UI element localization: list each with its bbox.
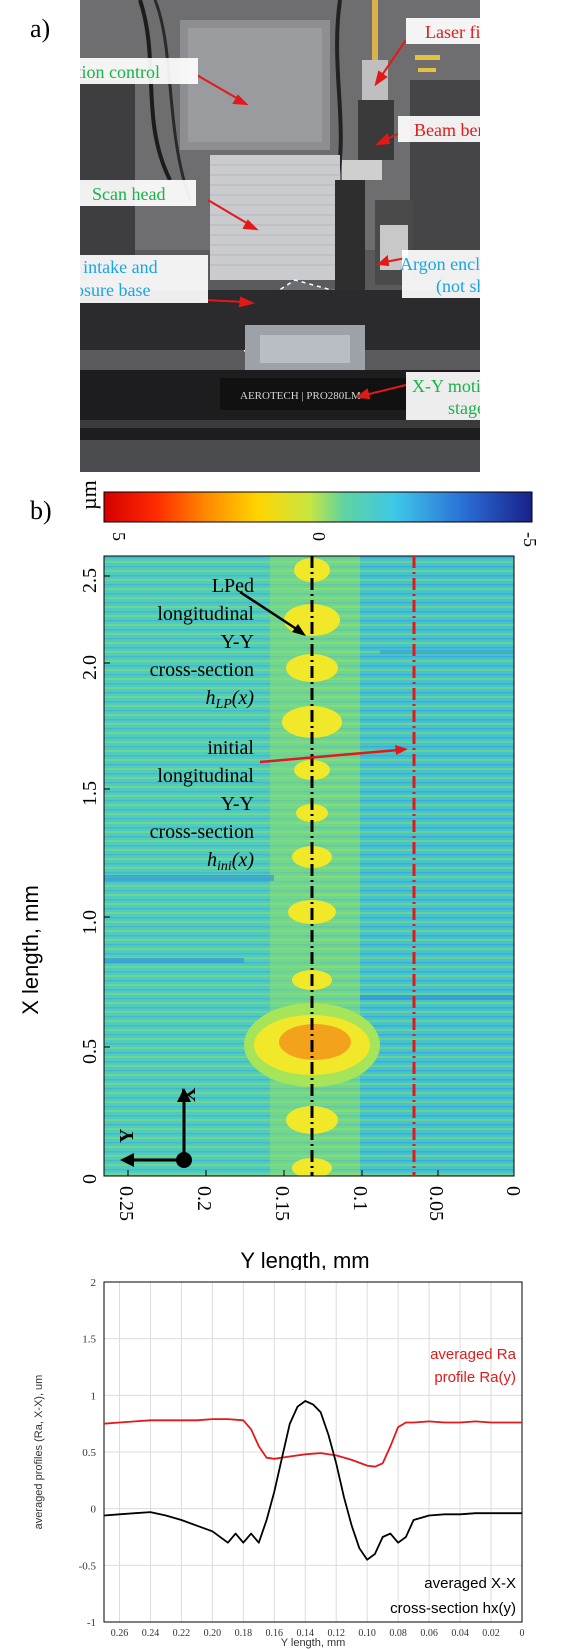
lped-line-2: longitudinal: [157, 603, 254, 625]
label-laser-fiber: Laser fiber: [425, 22, 480, 42]
panel-b-label: b): [30, 496, 52, 525]
ini-line-4: cross-section: [150, 821, 254, 843]
map-xtick-4: 0.05: [425, 1186, 447, 1221]
y-tick-label: 0.5: [82, 1447, 96, 1459]
x-tick-label: 0.10: [358, 1628, 376, 1639]
colorbar-tick-0: 5: [109, 532, 129, 541]
ini-line-3: Y-Y: [221, 793, 254, 815]
map-ytick-5: 2.5: [79, 568, 101, 593]
map-xtick-1: 0.2: [193, 1186, 215, 1211]
label-argon-intake-2: enclosure base: [80, 280, 150, 300]
map-xtick-5: 0: [502, 1186, 524, 1196]
annotation-ra-1: averaged Ra: [430, 1346, 517, 1363]
label-beam-bender: Beam bender: [414, 120, 480, 140]
colorbar-tick-2: -5: [520, 532, 540, 547]
chart-grid: [104, 1281, 523, 1623]
x-tick-label: 0.20: [204, 1628, 222, 1639]
setup-photo-drawing: AEROTECH | PRO280LM Laser fiber Z motion…: [80, 0, 480, 472]
annotation-hx-1: averaged X-X: [424, 1575, 516, 1592]
label-argon-intake-1: Argon intake and: [80, 257, 158, 277]
colorbar: [103, 491, 533, 523]
colorbar-unit: µm: [76, 480, 101, 510]
lped-line-5: hLP(x): [205, 687, 254, 712]
x-tick-label: 0.08: [389, 1628, 407, 1639]
lped-annotation: LPed longitudinal Y-Y cross-section hLP(…: [150, 575, 255, 712]
y-tick-label: -1: [87, 1617, 96, 1629]
map-xtick-2: 0.15: [271, 1186, 293, 1221]
map-ytick-1: 0.5: [79, 1039, 101, 1064]
stage-brand: AEROTECH | PRO280LM: [240, 390, 361, 402]
colorbar-tick-1: 0: [309, 532, 329, 541]
initial-arrow: [259, 748, 399, 764]
map-xlabel: Y length, mm: [240, 1248, 369, 1270]
x-tick-label: 0.12: [327, 1628, 345, 1639]
ini-line-1: initial: [207, 737, 254, 759]
y-tick-label: -0.5: [79, 1560, 97, 1572]
chart-ylabel: averaged profiles (Ra, X-X), um: [33, 1375, 45, 1530]
profile-chart: -1 -0.5 0 0.5 1 1.5 2 0.26 0.24 0.22 0.20 0.18 0.16 0…: [33, 1277, 525, 1649]
chart-xlabel: Y length, mm: [281, 1637, 346, 1649]
lped-line-3: Y-Y: [221, 631, 254, 653]
lped-line-4: cross-section: [150, 659, 254, 681]
annotation-ra-2: profile Ra(y): [434, 1369, 516, 1386]
map-ytick-4: 2.0: [79, 655, 101, 680]
surface-map-figure: µm 5 0 -5: [18, 480, 540, 1270]
setup-photo: AEROTECH | PRO280LM Laser fiber Z motion…: [80, 0, 480, 472]
label-xy-stage-1: X-Y motion: [412, 376, 480, 396]
label-scan-head: Scan head: [92, 184, 165, 204]
x-tick-label: 0.16: [266, 1628, 284, 1639]
x-axis-glyph: X: [178, 1087, 200, 1102]
lped-line-1: LPed: [212, 575, 254, 597]
x-tick-label: 0: [520, 1628, 525, 1639]
plot-frame: [103, 1281, 523, 1623]
x-tick-label: 0.02: [482, 1628, 500, 1639]
label-z-motion-control: Z motion control: [80, 62, 160, 82]
x-tick-label: 0.22: [173, 1628, 191, 1639]
y-tick-label: 1: [91, 1390, 97, 1402]
label-argon-enclosure-1: Argon enclosure: [400, 254, 480, 274]
map-ytick-0: 0: [79, 1174, 101, 1184]
initial-arrowhead: [395, 745, 408, 755]
map-ylabel: X length, mm: [18, 885, 43, 1015]
y-tick-label: 1.5: [82, 1334, 96, 1346]
x-tick-label: 0.04: [451, 1628, 469, 1639]
ini-line-2: longitudinal: [157, 765, 254, 787]
initial-annotation: initial longitudinal Y-Y cross-section h…: [150, 737, 255, 874]
x-tick-label: 0.14: [297, 1628, 315, 1639]
map-ytick-3: 1.5: [79, 781, 101, 806]
surface-map: [104, 556, 514, 1176]
x-tick-label: 0.26: [111, 1628, 129, 1639]
y-axis-glyph: Y: [116, 1128, 138, 1143]
panel-a-label: a): [30, 14, 51, 43]
y-tick-label: 2: [91, 1277, 97, 1289]
label-argon-enclosure-2: (not shown): [436, 276, 480, 297]
lped-arrowhead: [292, 624, 306, 636]
x-tick-label: 0.18: [235, 1628, 253, 1639]
x-tick-label: 0.06: [420, 1628, 438, 1639]
label-xy-stage-2: stage: [448, 398, 480, 418]
hx-profile-line: [103, 1400, 522, 1561]
chart-series: [103, 1400, 522, 1561]
y-tick-label: 0: [91, 1504, 97, 1516]
map-ytick-2: 1.0: [79, 910, 101, 935]
ra-profile-line: [103, 1418, 522, 1468]
lped-arrow: [239, 590, 299, 632]
x-tick-label: 0.24: [142, 1628, 160, 1639]
ini-line-5: hini(x): [207, 849, 254, 874]
annotation-hx-2: cross-section hx(y): [390, 1600, 516, 1617]
map-xtick-3: 0.1: [349, 1186, 371, 1211]
chart-ticks: -1 -0.5 0 0.5 1 1.5 2 0.26 0.24 0.22 0.20 0.18 0.16 0…: [79, 1277, 525, 1639]
map-xtick-0: 0.25: [115, 1186, 137, 1221]
